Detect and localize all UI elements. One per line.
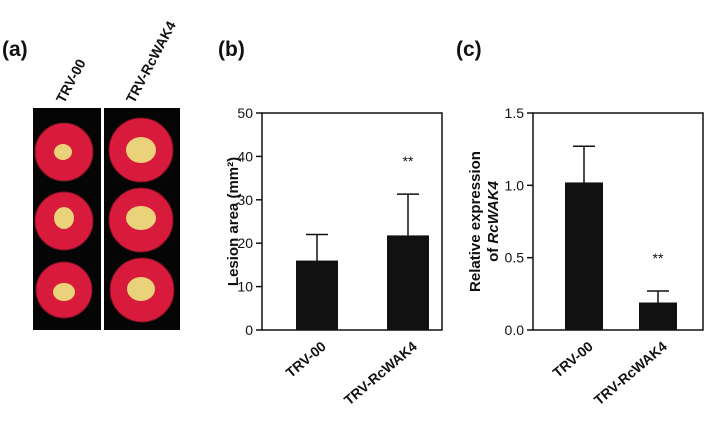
y-axis-label: Relative expression xyxy=(467,151,484,292)
y-tick-label: 0.5 xyxy=(505,250,525,266)
error-bar xyxy=(397,193,419,236)
panel-label: (b) xyxy=(218,38,245,61)
y-tick-label: 10 xyxy=(237,279,253,295)
y-tick-label: 1.0 xyxy=(505,177,525,193)
error-bar xyxy=(573,145,595,183)
column-label: TRV-RcWAK4 xyxy=(123,18,179,105)
y-tick-label: 1.5 xyxy=(505,105,525,121)
panel-label: (a) xyxy=(2,38,28,61)
bar xyxy=(387,235,429,330)
plot-frame xyxy=(261,112,443,331)
column-label: TRV-00 xyxy=(53,56,89,105)
significance-label: ** xyxy=(653,250,664,266)
y-tick-label: 20 xyxy=(237,235,253,251)
error-bar xyxy=(647,290,669,303)
bar xyxy=(565,182,603,330)
x-tick-label: TRV-RcWAK4 xyxy=(341,338,420,408)
y-axis-label: of RcWAK4 xyxy=(485,180,502,261)
x-tick-label: TRV-00 xyxy=(549,338,596,381)
bar xyxy=(296,260,338,330)
y-tick-label: 40 xyxy=(237,148,253,164)
y-axis-label: Lesion area (mm²) xyxy=(225,157,242,286)
bar xyxy=(639,302,677,330)
y-tick-label: 0 xyxy=(245,322,253,338)
panel-label: (c) xyxy=(456,38,482,61)
x-tick-label: TRV-00 xyxy=(282,338,329,381)
error-bar xyxy=(306,233,328,261)
plot-frame xyxy=(532,112,704,331)
x-tick-label: TRV-RcWAK4 xyxy=(591,338,670,408)
y-tick-label: 50 xyxy=(237,105,253,121)
photo xyxy=(33,108,180,330)
y-tick-label: 30 xyxy=(237,192,253,208)
significance-label: ** xyxy=(403,153,414,169)
y-tick-label: 0.0 xyxy=(505,322,525,338)
